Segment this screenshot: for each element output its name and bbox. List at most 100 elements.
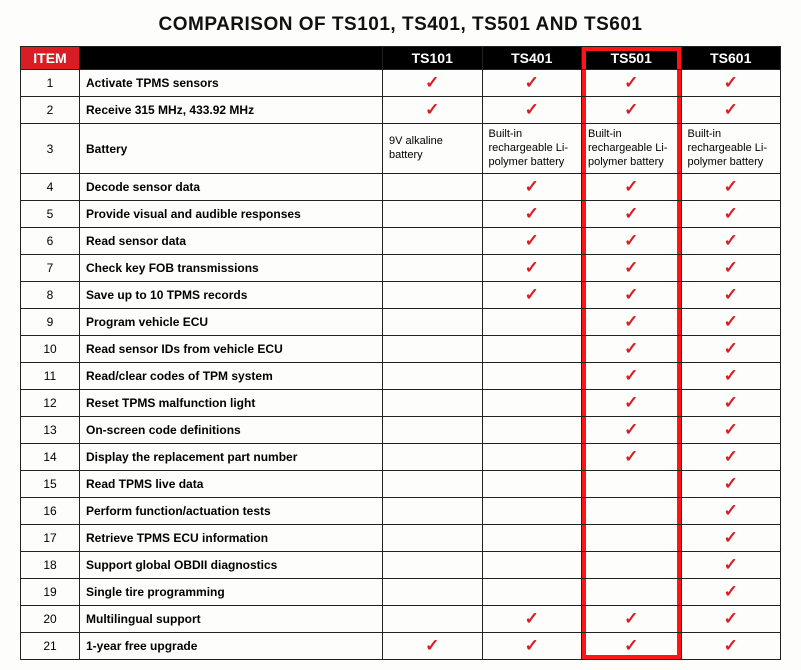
table-row: 20Multilingual support ✓ ✓ ✓ [21, 606, 781, 633]
row-value [383, 471, 483, 498]
check-icon: ✓ [724, 285, 738, 304]
row-value [383, 552, 483, 579]
row-index: 3 [21, 124, 80, 174]
check-icon: ✓ [624, 100, 638, 119]
row-value: ✓ [681, 633, 781, 660]
check-icon: ✓ [425, 73, 439, 92]
row-index: 15 [21, 471, 80, 498]
check-icon: ✓ [724, 528, 738, 547]
row-value [383, 309, 483, 336]
table-row: 4Decode sensor data✓✓✓ [21, 174, 781, 201]
row-value: ✓ [482, 174, 582, 201]
row-value [383, 336, 483, 363]
row-value [482, 417, 582, 444]
row-value: ✓ [482, 255, 582, 282]
check-icon: ✓ [624, 231, 638, 250]
header-product-1: TS401 [482, 47, 582, 70]
row-value: Built-in rechargeable Li-polymer battery [681, 124, 781, 174]
check-icon: ✓ [624, 366, 638, 385]
check-icon: ✓ [624, 636, 638, 655]
row-index: 17 [21, 525, 80, 552]
row-feature: Check key FOB transmissions [80, 255, 383, 282]
row-value [482, 390, 582, 417]
row-feature: Battery [80, 124, 383, 174]
table-row: 211-year free upgrade✓✓✓✓ [21, 633, 781, 660]
table-row: 10Read sensor IDs from vehicle ECU ✓ ✓ [21, 336, 781, 363]
row-value: ✓ [681, 579, 781, 606]
row-feature: Read/clear codes of TPM system [80, 363, 383, 390]
row-value [383, 255, 483, 282]
row-value: ✓ [582, 309, 682, 336]
row-value: ✓ [681, 70, 781, 97]
row-index: 16 [21, 498, 80, 525]
row-value: ✓ [681, 174, 781, 201]
check-icon: ✓ [525, 100, 539, 119]
row-value: ✓ [582, 255, 682, 282]
check-icon: ✓ [724, 177, 738, 196]
row-feature: Provide visual and audible responses [80, 201, 383, 228]
check-icon: ✓ [724, 366, 738, 385]
row-value: Built-in rechargeable Li-polymer battery [482, 124, 582, 174]
row-feature: Read sensor IDs from vehicle ECU [80, 336, 383, 363]
check-icon: ✓ [525, 609, 539, 628]
check-icon: ✓ [624, 339, 638, 358]
table-row: 6Read sensor data✓✓✓ [21, 228, 781, 255]
check-icon: ✓ [624, 393, 638, 412]
row-value: ✓ [681, 97, 781, 124]
row-value: ✓ [681, 309, 781, 336]
row-value: ✓ [681, 417, 781, 444]
row-feature: Read TPMS live data [80, 471, 383, 498]
row-value: ✓ [482, 97, 582, 124]
check-icon: ✓ [724, 501, 738, 520]
comparison-table: ITEM TS101 TS401 TS501 TS601 1Activate T… [20, 46, 781, 660]
check-icon: ✓ [724, 204, 738, 223]
check-icon: ✓ [624, 447, 638, 466]
check-icon: ✓ [724, 609, 738, 628]
header-feature [80, 47, 383, 70]
row-value: ✓ [582, 363, 682, 390]
row-index: 18 [21, 552, 80, 579]
row-value [582, 471, 682, 498]
row-index: 14 [21, 444, 80, 471]
row-value: ✓ [681, 390, 781, 417]
row-feature: Display the replacement part number [80, 444, 383, 471]
row-feature: Perform function/actuation tests [80, 498, 383, 525]
row-value: ✓ [582, 606, 682, 633]
row-value [582, 579, 682, 606]
row-value: ✓ [582, 228, 682, 255]
check-icon: ✓ [525, 73, 539, 92]
row-value: ✓ [681, 255, 781, 282]
row-index: 20 [21, 606, 80, 633]
table-row: 9Program vehicle ECU✓✓ [21, 309, 781, 336]
row-value [582, 525, 682, 552]
row-value: ✓ [582, 282, 682, 309]
row-index: 7 [21, 255, 80, 282]
row-value [482, 471, 582, 498]
row-index: 6 [21, 228, 80, 255]
row-value: ✓ [681, 498, 781, 525]
check-icon: ✓ [425, 100, 439, 119]
row-feature: Receive 315 MHz, 433.92 MHz [80, 97, 383, 124]
row-value: ✓ [681, 336, 781, 363]
row-value: ✓ [582, 444, 682, 471]
check-icon: ✓ [525, 231, 539, 250]
row-value: ✓ [582, 174, 682, 201]
table-row: 17Retrieve TPMS ECU information✓ [21, 525, 781, 552]
row-value [383, 498, 483, 525]
table-row: 5Provide visual and audible responses✓✓✓ [21, 201, 781, 228]
row-index: 10 [21, 336, 80, 363]
check-icon: ✓ [724, 393, 738, 412]
row-feature: Multilingual support [80, 606, 383, 633]
row-value: ✓ [482, 282, 582, 309]
row-value [383, 174, 483, 201]
table-row: 19Single tire programming✓ [21, 579, 781, 606]
row-value: ✓ [582, 633, 682, 660]
row-value [383, 606, 483, 633]
check-icon: ✓ [525, 258, 539, 277]
row-value: ✓ [383, 70, 483, 97]
check-icon: ✓ [724, 555, 738, 574]
table-row: 2Receive 315 MHz, 433.92 MHz✓✓✓✓ [21, 97, 781, 124]
check-icon: ✓ [624, 609, 638, 628]
check-icon: ✓ [724, 636, 738, 655]
row-value: ✓ [681, 471, 781, 498]
